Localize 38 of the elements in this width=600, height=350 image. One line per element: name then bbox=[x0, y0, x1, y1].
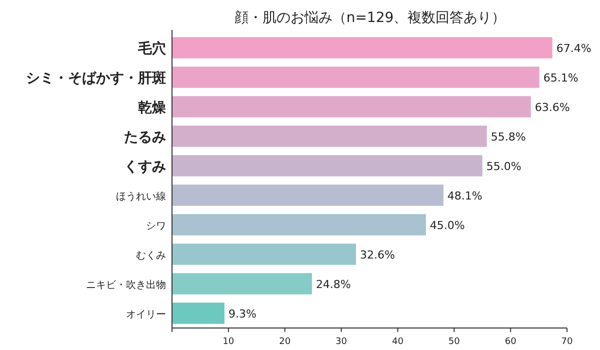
bar bbox=[172, 155, 482, 176]
y-tick-label: ほうれい線 bbox=[116, 191, 166, 202]
data-label: 48.1% bbox=[447, 189, 482, 202]
y-tick-label: 乾燥 bbox=[138, 100, 166, 116]
data-label: 32.6% bbox=[360, 248, 395, 262]
bar bbox=[172, 66, 540, 88]
bar bbox=[172, 96, 531, 118]
bar bbox=[172, 273, 312, 294]
bar bbox=[172, 184, 444, 206]
y-tick-label: オイリー bbox=[126, 309, 166, 320]
bar bbox=[172, 214, 426, 236]
data-label: 45.0% bbox=[430, 218, 465, 232]
bar bbox=[172, 37, 552, 58]
y-tick-label: むくみ bbox=[136, 250, 166, 262]
x-tick-label: 50 bbox=[448, 337, 460, 347]
y-tick-label: ニキビ・吹き出物 bbox=[86, 278, 166, 291]
bar bbox=[172, 302, 224, 324]
data-label: 9.3% bbox=[228, 307, 256, 320]
y-tick-label: シワ bbox=[146, 220, 166, 232]
x-tick-label: 70 bbox=[561, 337, 573, 347]
data-label: 67.4% bbox=[556, 42, 592, 55]
y-tick-label: たるみ bbox=[124, 129, 166, 146]
x-tick-label: 60 bbox=[504, 337, 517, 347]
data-label: 63.6% bbox=[534, 100, 570, 114]
x-tick-label: 40 bbox=[392, 337, 404, 347]
data-label: 24.8% bbox=[316, 278, 351, 291]
x-tick-label: 30 bbox=[336, 337, 348, 347]
x-tick-label: 20 bbox=[279, 337, 291, 347]
data-label: 65.1% bbox=[543, 71, 578, 84]
y-tick-label: 毛穴 bbox=[137, 40, 167, 57]
bar bbox=[172, 126, 487, 147]
x-tick-label: 10 bbox=[222, 337, 234, 347]
data-label: 55.8% bbox=[490, 130, 526, 144]
y-tick-label: くすみ bbox=[124, 158, 166, 175]
chart-title: 顔・肌のお悩み（n=129、複数回答あり） bbox=[234, 10, 506, 26]
data-label: 55.0% bbox=[486, 160, 522, 173]
y-tick-label: シミ・そばかす・肝斑 bbox=[26, 70, 166, 86]
bar bbox=[172, 244, 356, 265]
